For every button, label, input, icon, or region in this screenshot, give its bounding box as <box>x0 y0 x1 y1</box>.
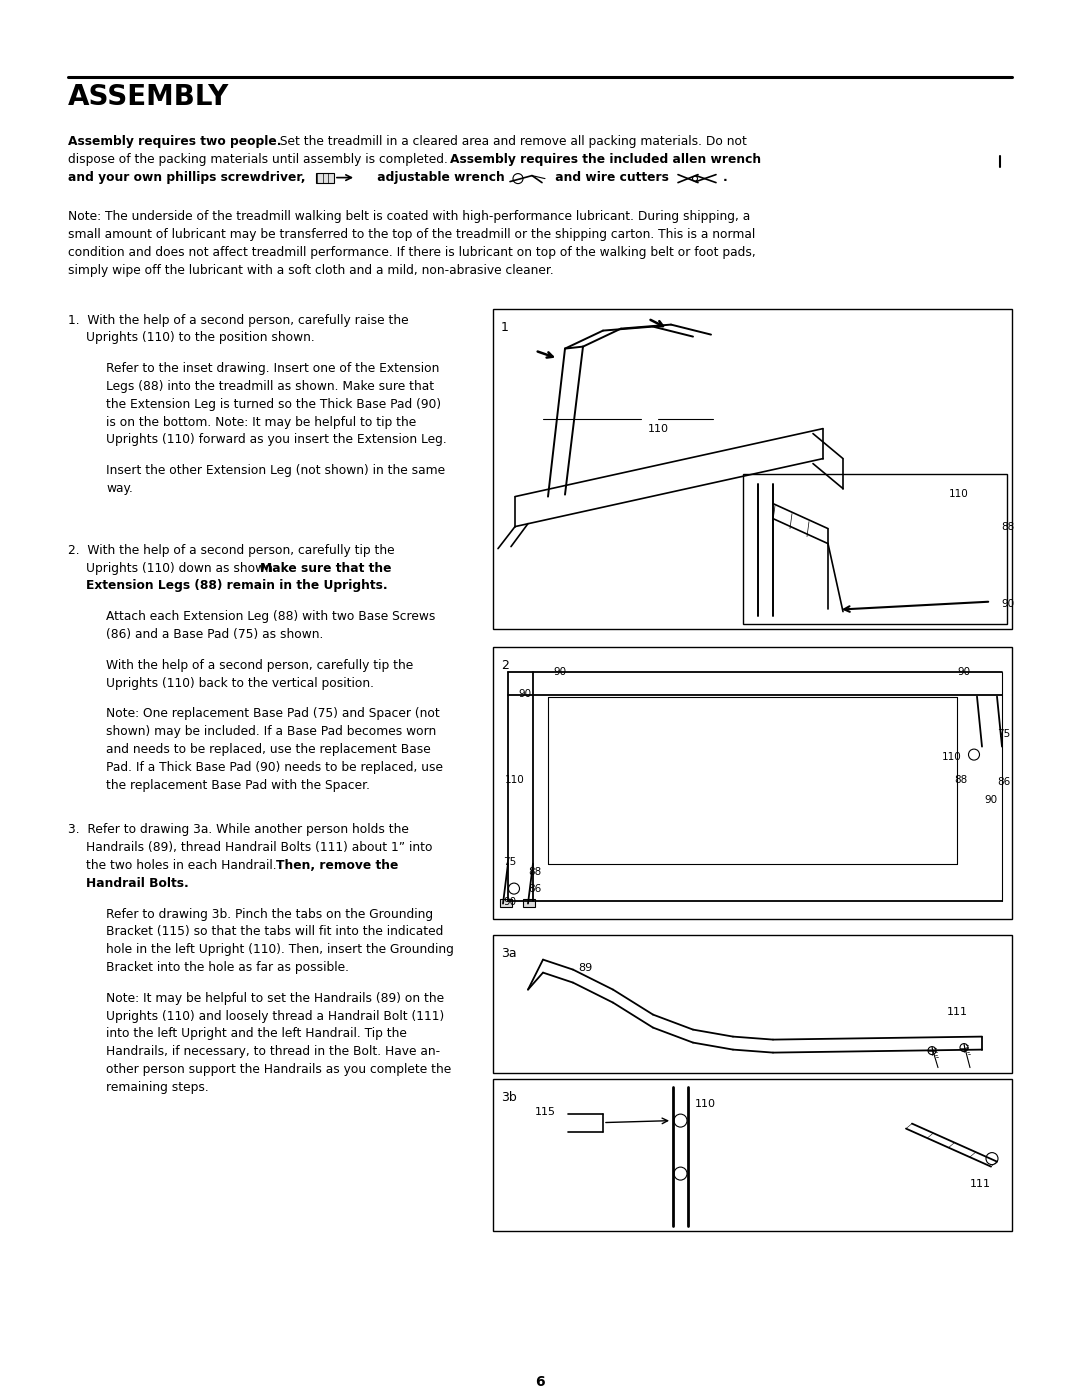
Bar <box>523 898 535 907</box>
Text: 1.  With the help of a second person, carefully raise the: 1. With the help of a second person, car… <box>68 313 408 327</box>
Text: into the left Upright and the left Handrail. Tip the: into the left Upright and the left Handr… <box>106 1027 407 1041</box>
Bar <box>492 1078 1012 1231</box>
Bar <box>492 935 1012 1073</box>
Text: 89: 89 <box>578 963 592 972</box>
Text: 75: 75 <box>997 729 1010 739</box>
Text: 90: 90 <box>1001 598 1014 609</box>
Text: hole in the left Upright (110). Then, insert the Grounding: hole in the left Upright (110). Then, in… <box>106 943 454 956</box>
Text: 110: 110 <box>696 1098 716 1109</box>
Text: Insert the other Extension Leg (not shown) in the same: Insert the other Extension Leg (not show… <box>106 464 445 478</box>
Text: ASSEMBLY: ASSEMBLY <box>68 82 229 110</box>
Text: 111: 111 <box>947 1007 968 1017</box>
Text: 3b: 3b <box>501 1091 516 1104</box>
Text: Handrails, if necessary, to thread in the Bolt. Have an-: Handrails, if necessary, to thread in th… <box>106 1045 441 1058</box>
Text: 90: 90 <box>984 795 997 805</box>
Text: Handrails (89), thread Handrail Bolts (111) about 1” into: Handrails (89), thread Handrail Bolts (1… <box>86 841 432 854</box>
Text: Extension Legs (88) remain in the Uprights.: Extension Legs (88) remain in the Uprigh… <box>86 580 388 592</box>
Text: Make sure that the: Make sure that the <box>259 562 391 574</box>
Bar <box>743 474 1007 623</box>
Text: Refer to drawing 3b. Pinch the tabs on the Grounding: Refer to drawing 3b. Pinch the tabs on t… <box>106 908 433 921</box>
Text: 86: 86 <box>997 777 1010 787</box>
Text: 115: 115 <box>535 1106 556 1116</box>
Text: way.: way. <box>106 482 133 495</box>
Text: Note: One replacement Base Pad (75) and Spacer (not: Note: One replacement Base Pad (75) and … <box>106 707 440 721</box>
Text: Uprights (110) to the position shown.: Uprights (110) to the position shown. <box>86 331 314 345</box>
Text: dispose of the packing materials until assembly is completed.: dispose of the packing materials until a… <box>68 152 451 166</box>
Text: 88: 88 <box>528 866 541 876</box>
Text: the two holes in each Handrail.: the two holes in each Handrail. <box>86 859 281 872</box>
Text: Uprights (110) forward as you insert the Extension Leg.: Uprights (110) forward as you insert the… <box>106 433 447 447</box>
Text: condition and does not affect treadmill performance. If there is lubricant on to: condition and does not affect treadmill … <box>68 246 756 258</box>
Text: Pad. If a Thick Base Pad (90) needs to be replaced, use: Pad. If a Thick Base Pad (90) needs to b… <box>106 761 443 774</box>
Text: the Extension Leg is turned so the Thick Base Pad (90): the Extension Leg is turned so the Thick… <box>106 398 441 411</box>
Text: Then, remove the: Then, remove the <box>276 859 399 872</box>
Text: adjustable wrench: adjustable wrench <box>373 170 504 183</box>
Text: 90: 90 <box>518 689 531 698</box>
Text: Bracket into the hole as far as possible.: Bracket into the hole as far as possible… <box>106 961 349 974</box>
Text: and your own phillips screwdriver,: and your own phillips screwdriver, <box>68 170 306 183</box>
Bar <box>500 898 512 907</box>
Text: 110: 110 <box>949 489 969 499</box>
Bar <box>316 173 334 183</box>
Text: other person support the Handrails as you complete the: other person support the Handrails as yo… <box>106 1063 451 1076</box>
Text: 86: 86 <box>528 883 541 894</box>
Text: and needs to be replaced, use the replacement Base: and needs to be replaced, use the replac… <box>106 743 431 756</box>
Text: 90: 90 <box>553 666 566 676</box>
Text: Handrail Bolts.: Handrail Bolts. <box>86 877 189 890</box>
Text: 3a: 3a <box>501 947 516 960</box>
Text: 3.  Refer to drawing 3a. While another person holds the: 3. Refer to drawing 3a. While another pe… <box>68 823 409 837</box>
Text: and wire cutters: and wire cutters <box>551 170 669 183</box>
Text: 75: 75 <box>503 856 516 866</box>
Text: Legs (88) into the treadmill as shown. Make sure that: Legs (88) into the treadmill as shown. M… <box>106 380 434 393</box>
Circle shape <box>674 1113 687 1127</box>
Text: (86) and a Base Pad (75) as shown.: (86) and a Base Pad (75) as shown. <box>106 629 323 641</box>
Text: 88: 88 <box>954 774 968 785</box>
Text: 110: 110 <box>648 423 669 433</box>
Circle shape <box>674 1166 687 1180</box>
Text: 2: 2 <box>501 658 509 672</box>
Text: 2.  With the help of a second person, carefully tip the: 2. With the help of a second person, car… <box>68 543 394 557</box>
Text: 110: 110 <box>942 752 962 761</box>
Text: 1: 1 <box>501 320 509 334</box>
Text: simply wipe off the lubricant with a soft cloth and a mild, non-abrasive cleaner: simply wipe off the lubricant with a sof… <box>68 264 554 277</box>
Text: 6: 6 <box>536 1375 544 1389</box>
Text: Note: The underside of the treadmill walking belt is coated with high-performanc: Note: The underside of the treadmill wal… <box>68 211 751 224</box>
Text: Uprights (110) and loosely thread a Handrail Bolt (111): Uprights (110) and loosely thread a Hand… <box>106 1010 444 1023</box>
Text: Set the treadmill in a cleared area and remove all packing materials. Do not: Set the treadmill in a cleared area and … <box>276 136 747 148</box>
Text: Uprights (110) down as shown.: Uprights (110) down as shown. <box>86 562 281 574</box>
Text: .: . <box>723 170 728 183</box>
Text: small amount of lubricant may be transferred to the top of the treadmill or the : small amount of lubricant may be transfe… <box>68 228 755 242</box>
Text: Assembly requires two people.: Assembly requires two people. <box>68 136 282 148</box>
Text: Bracket (115) so that the tabs will fit into the indicated: Bracket (115) so that the tabs will fit … <box>106 925 444 939</box>
Text: With the help of a second person, carefully tip the: With the help of a second person, carefu… <box>106 659 414 672</box>
Text: Attach each Extension Leg (88) with two Base Screws: Attach each Extension Leg (88) with two … <box>106 610 435 623</box>
Text: 90: 90 <box>957 666 970 676</box>
Text: 110: 110 <box>505 774 525 785</box>
Text: remaining steps.: remaining steps. <box>106 1081 208 1094</box>
Text: Assembly requires the included allen wrench: Assembly requires the included allen wre… <box>450 152 761 166</box>
Text: Note: It may be helpful to set the Handrails (89) on the: Note: It may be helpful to set the Handr… <box>106 992 444 1004</box>
Text: shown) may be included. If a Base Pad becomes worn: shown) may be included. If a Base Pad be… <box>106 725 436 738</box>
Text: Uprights (110) back to the vertical position.: Uprights (110) back to the vertical posi… <box>106 676 374 690</box>
Text: 88: 88 <box>1001 521 1014 532</box>
Bar <box>492 309 1012 629</box>
Text: the replacement Base Pad with the Spacer.: the replacement Base Pad with the Spacer… <box>106 778 370 792</box>
Text: is on the bottom. Note: It may be helpful to tip the: is on the bottom. Note: It may be helpfu… <box>106 415 416 429</box>
Bar <box>492 647 1012 919</box>
Text: 111: 111 <box>970 1179 991 1189</box>
Text: 90: 90 <box>503 897 516 907</box>
Text: Refer to the inset drawing. Insert one of the Extension: Refer to the inset drawing. Insert one o… <box>106 362 440 376</box>
